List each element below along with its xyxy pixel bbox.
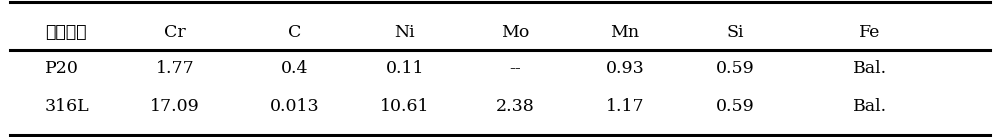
Text: Mo: Mo [501, 24, 529, 41]
Text: Si: Si [726, 24, 744, 41]
Text: --: -- [509, 60, 521, 77]
Text: 0.11: 0.11 [386, 60, 424, 77]
Text: 17.09: 17.09 [150, 98, 200, 115]
Text: 0.013: 0.013 [270, 98, 320, 115]
Text: 0.93: 0.93 [606, 60, 644, 77]
Text: 2.38: 2.38 [496, 98, 534, 115]
Text: 1.77: 1.77 [156, 60, 194, 77]
Text: Bal.: Bal. [853, 60, 887, 77]
Text: Mn: Mn [610, 24, 640, 41]
Text: C: C [288, 24, 302, 41]
Text: P20: P20 [45, 60, 79, 77]
Text: Bal.: Bal. [853, 98, 887, 115]
Text: Fe: Fe [859, 24, 881, 41]
Text: 0.59: 0.59 [716, 60, 754, 77]
Text: 0.59: 0.59 [716, 98, 754, 115]
Text: Ni: Ni [395, 24, 415, 41]
Text: 材料名称: 材料名称 [45, 24, 87, 41]
Text: 0.4: 0.4 [281, 60, 309, 77]
Text: 316L: 316L [45, 98, 90, 115]
Text: 10.61: 10.61 [380, 98, 430, 115]
Text: Cr: Cr [164, 24, 186, 41]
Text: 1.17: 1.17 [606, 98, 644, 115]
